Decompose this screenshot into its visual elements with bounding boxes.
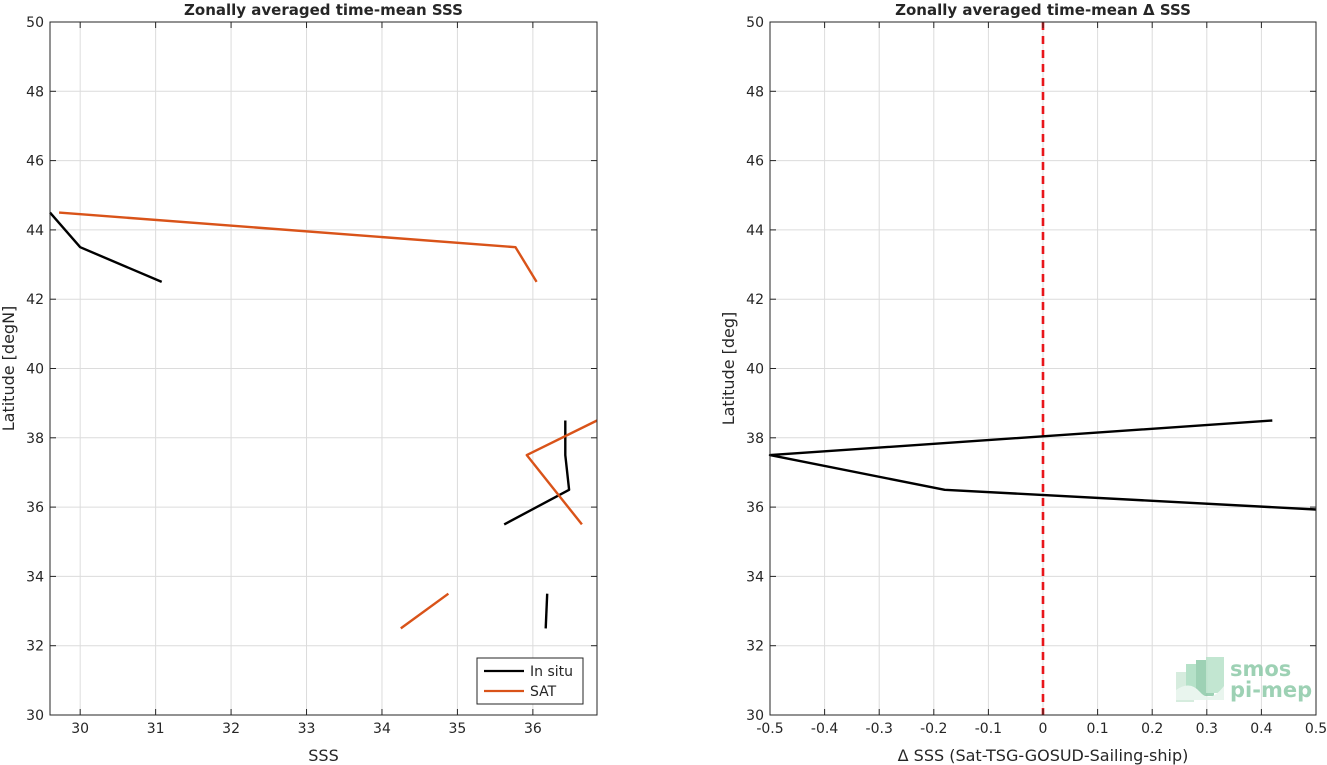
series-sat-line [400, 592, 450, 630]
series-sat-line [525, 419, 598, 526]
series-delta-sss-line [768, 419, 1317, 511]
x-tick-label: 0.1 [1086, 721, 1108, 737]
chart-title: Zonally averaged time-mean SSS [184, 1, 463, 19]
logo-text-pi-mep: pi-mep [1230, 678, 1312, 702]
x-tick-label: 0.2 [1141, 721, 1163, 737]
series-in-situ-line [49, 211, 163, 284]
y-tick-label: 30 [746, 708, 764, 724]
x-tick-label: 33 [298, 721, 316, 737]
x-tick-label: 31 [147, 721, 165, 737]
y-tick-label: 34 [746, 569, 764, 585]
y-tick-label: 46 [26, 154, 44, 170]
x-tick-label: -0.1 [975, 721, 1002, 737]
y-tick-label: 36 [746, 500, 764, 516]
x-tick-label: -0.5 [756, 721, 783, 737]
legend: In situ SAT [476, 657, 584, 705]
x-tick-label: 0.3 [1196, 721, 1218, 737]
panel-sss: 30 31 32 33 34 35 36 30 32 34 36 38 40 42 44 46 48 50 Zona… [0, 1, 598, 765]
y-tick-label: 32 [26, 639, 44, 655]
x-tick-label: -0.3 [866, 721, 893, 737]
x-tick-label: 30 [71, 721, 89, 737]
y-tick-label: 46 [746, 154, 764, 170]
x-tick-label: -0.4 [811, 721, 838, 737]
y-axis-label: Latitude [deg] [719, 312, 738, 426]
chart-title: Zonally averaged time-mean Δ SSS [895, 1, 1191, 19]
y-tick-label: 44 [746, 223, 764, 239]
panel-delta-sss: -0.5 -0.4 -0.3 -0.2 -0.1 0 0.1 0.2 0.3 0.4 0.5 30 32… [719, 1, 1327, 765]
x-tick-label: 35 [449, 721, 467, 737]
x-axis-label: SSS [308, 746, 338, 765]
y-tick-label: 40 [746, 362, 764, 378]
logo-text-smos: smos [1230, 657, 1291, 681]
y-axis-label: Latitude [degN] [0, 306, 18, 432]
y-tick-label: 30 [26, 708, 44, 724]
y-tick-label: 32 [746, 639, 764, 655]
x-tick-label: -0.2 [920, 721, 947, 737]
y-tick-label: 50 [746, 15, 764, 31]
x-axis-label: Δ SSS (Sat-TSG-GOSUD-Sailing-ship) [898, 746, 1189, 765]
y-tick-label: 36 [26, 500, 44, 516]
x-tick-label: 34 [373, 721, 391, 737]
y-tick-label: 48 [746, 84, 764, 100]
y-tick-label: 40 [26, 362, 44, 378]
y-tick-label: 38 [26, 431, 44, 447]
y-tick-label: 48 [26, 84, 44, 100]
y-tick-label: 42 [746, 292, 764, 308]
series-in-situ-line [503, 420, 571, 526]
y-tick-label: 38 [746, 431, 764, 447]
y-tick-label: 42 [26, 292, 44, 308]
series-sat-line [59, 211, 538, 283]
legend-label-in-situ: In situ [530, 664, 573, 680]
y-tick-label: 50 [26, 15, 44, 31]
series-in-situ-line [544, 593, 549, 629]
logo-waves-icon [1176, 657, 1224, 702]
y-tick-label: 44 [26, 223, 44, 239]
x-tick-label: 0.4 [1250, 721, 1272, 737]
x-tick-label: 0 [1039, 721, 1048, 737]
x-tick-label: 36 [524, 721, 542, 737]
x-tick-label: 0.5 [1305, 721, 1327, 737]
y-tick-label: 34 [26, 569, 44, 585]
x-tick-label: 32 [222, 721, 240, 737]
legend-label-sat: SAT [530, 684, 557, 700]
smos-pi-mep-logo: smos pi-mep [1176, 657, 1312, 702]
legend-box [476, 657, 584, 705]
